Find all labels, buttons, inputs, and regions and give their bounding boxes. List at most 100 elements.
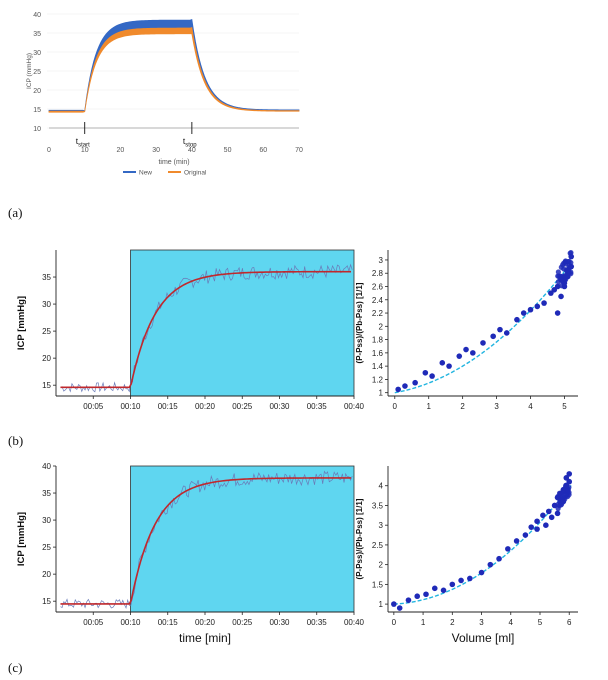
panel-label-c: (c): [8, 660, 23, 675]
y-tick-label: 15: [42, 381, 51, 390]
data-point: [560, 486, 567, 493]
y-tick-label: 20: [42, 354, 51, 363]
data-point: [402, 383, 408, 389]
y-tick-label: 1: [379, 600, 384, 609]
data-point: [541, 300, 547, 306]
x-tick-label: 2: [460, 402, 465, 411]
legend-label: New: [139, 170, 152, 177]
x-tick-label: 00:25: [232, 402, 253, 411]
series-band-original: [48, 26, 300, 113]
data-point: [440, 587, 447, 594]
chart-a: 10 15 20 25 30 35 40 0 10 20 30 40 50 60 70 time (min) I…: [26, 12, 303, 177]
annotation-subscript: stop: [185, 143, 197, 149]
y-tick-label: 35: [42, 489, 51, 498]
data-point: [527, 306, 534, 313]
x-axis-label: time (min): [158, 159, 189, 166]
infusion-region: [130, 249, 355, 397]
y-tick-label: 20: [42, 570, 51, 579]
annotation-subscript: start: [78, 143, 90, 149]
x-tick-label: 00:05: [83, 402, 104, 411]
data-point: [554, 510, 561, 517]
data-point: [429, 373, 435, 379]
data-point: [487, 561, 494, 568]
data-point: [439, 360, 446, 366]
x-tick-label: 5: [538, 618, 543, 627]
y-tick-label: 1: [379, 389, 384, 398]
x-tick-label: 50: [224, 147, 232, 154]
y-tick-label: 10: [33, 126, 41, 133]
y-tick-label: 1.8: [372, 336, 384, 345]
x-tick-label: 00:25: [232, 618, 253, 627]
fit-curve: [394, 262, 572, 394]
y-axis-label: (P-Pss)/(Pb-Pss) [1/1]: [355, 498, 364, 579]
data-point: [568, 253, 575, 260]
x-axis-label: Volume [ml]: [452, 631, 515, 645]
data-point: [534, 526, 540, 532]
data-point: [568, 250, 574, 256]
data-point: [568, 263, 575, 270]
data-point: [478, 569, 485, 576]
data-point: [395, 386, 401, 393]
data-point: [414, 593, 421, 600]
data-point: [554, 310, 561, 316]
y-tick-label: 2.8: [372, 269, 384, 278]
x-tick-label: 00:05: [83, 618, 104, 627]
annotation-stop: tstop: [183, 136, 197, 149]
chart-b-right: 11.21.41.61.822.22.42.62.830 1 2 3 4 5(P-Pss)…: [355, 250, 578, 411]
data-point: [505, 546, 511, 552]
data-point: [520, 310, 527, 316]
x-axis-label: time [min]: [179, 631, 231, 645]
data-point: [561, 283, 568, 290]
x-tick-label: 00:15: [158, 618, 179, 627]
data-point: [480, 340, 486, 346]
data-point: [463, 346, 469, 353]
data-point: [458, 577, 464, 584]
data-point: [423, 591, 429, 598]
x-tick-label: 4: [509, 618, 514, 627]
y-tick-label: 2.6: [372, 283, 384, 292]
y-tick-label: 25: [33, 69, 41, 76]
data-point: [558, 293, 564, 300]
data-point: [548, 514, 555, 521]
y-tick-label: 2.4: [372, 296, 384, 305]
data-point: [456, 353, 463, 359]
data-point: [558, 277, 564, 283]
y-tick-label: 25: [42, 543, 51, 552]
y-tick-label: 40: [42, 462, 51, 471]
x-tick-label: 5: [562, 402, 567, 411]
model-fit-line: [60, 270, 352, 389]
data-point: [566, 471, 573, 477]
y-tick-label: 2: [379, 561, 384, 570]
chart-c-right: 11.522.533.540 1 2 3 4 5 6(P-Pss)/(Pb-Pss) [1/…: [355, 466, 578, 645]
x-tick-label: 0: [392, 618, 397, 627]
data-point: [503, 330, 510, 336]
panel-label-b: (b): [8, 433, 24, 448]
x-tick-label: 00:20: [195, 618, 216, 627]
data-point: [412, 379, 418, 386]
x-tick-label: 20: [117, 147, 125, 154]
y-tick-label: 2.2: [372, 309, 384, 318]
y-tick-label: 30: [42, 300, 51, 309]
y-tick-label: 1.4: [372, 362, 384, 371]
data-point: [554, 283, 561, 290]
x-tick-label: 00:30: [269, 618, 290, 627]
infusion-region: [130, 465, 355, 613]
y-tick-label: 15: [42, 597, 51, 606]
x-tick-label: 1: [426, 402, 431, 411]
y-tick-label: 35: [42, 273, 51, 282]
data-point: [514, 316, 520, 323]
y-tick-label: 25: [42, 327, 51, 336]
y-tick-label: 2: [379, 322, 384, 331]
x-tick-label: 30: [152, 147, 160, 154]
y-axis-label: ICP (mmHg): [26, 53, 33, 89]
data-point: [534, 303, 541, 310]
y-axis-label: (P-Pss)/(Pb-Pss) [1/1]: [355, 282, 364, 363]
x-tick-label: 60: [259, 147, 267, 154]
y-tick-label: 30: [42, 516, 51, 525]
data-point: [554, 494, 561, 501]
y-tick-label: 1.6: [372, 349, 384, 358]
data-point: [560, 262, 566, 268]
data-point: [565, 270, 571, 277]
data-point: [528, 524, 535, 530]
